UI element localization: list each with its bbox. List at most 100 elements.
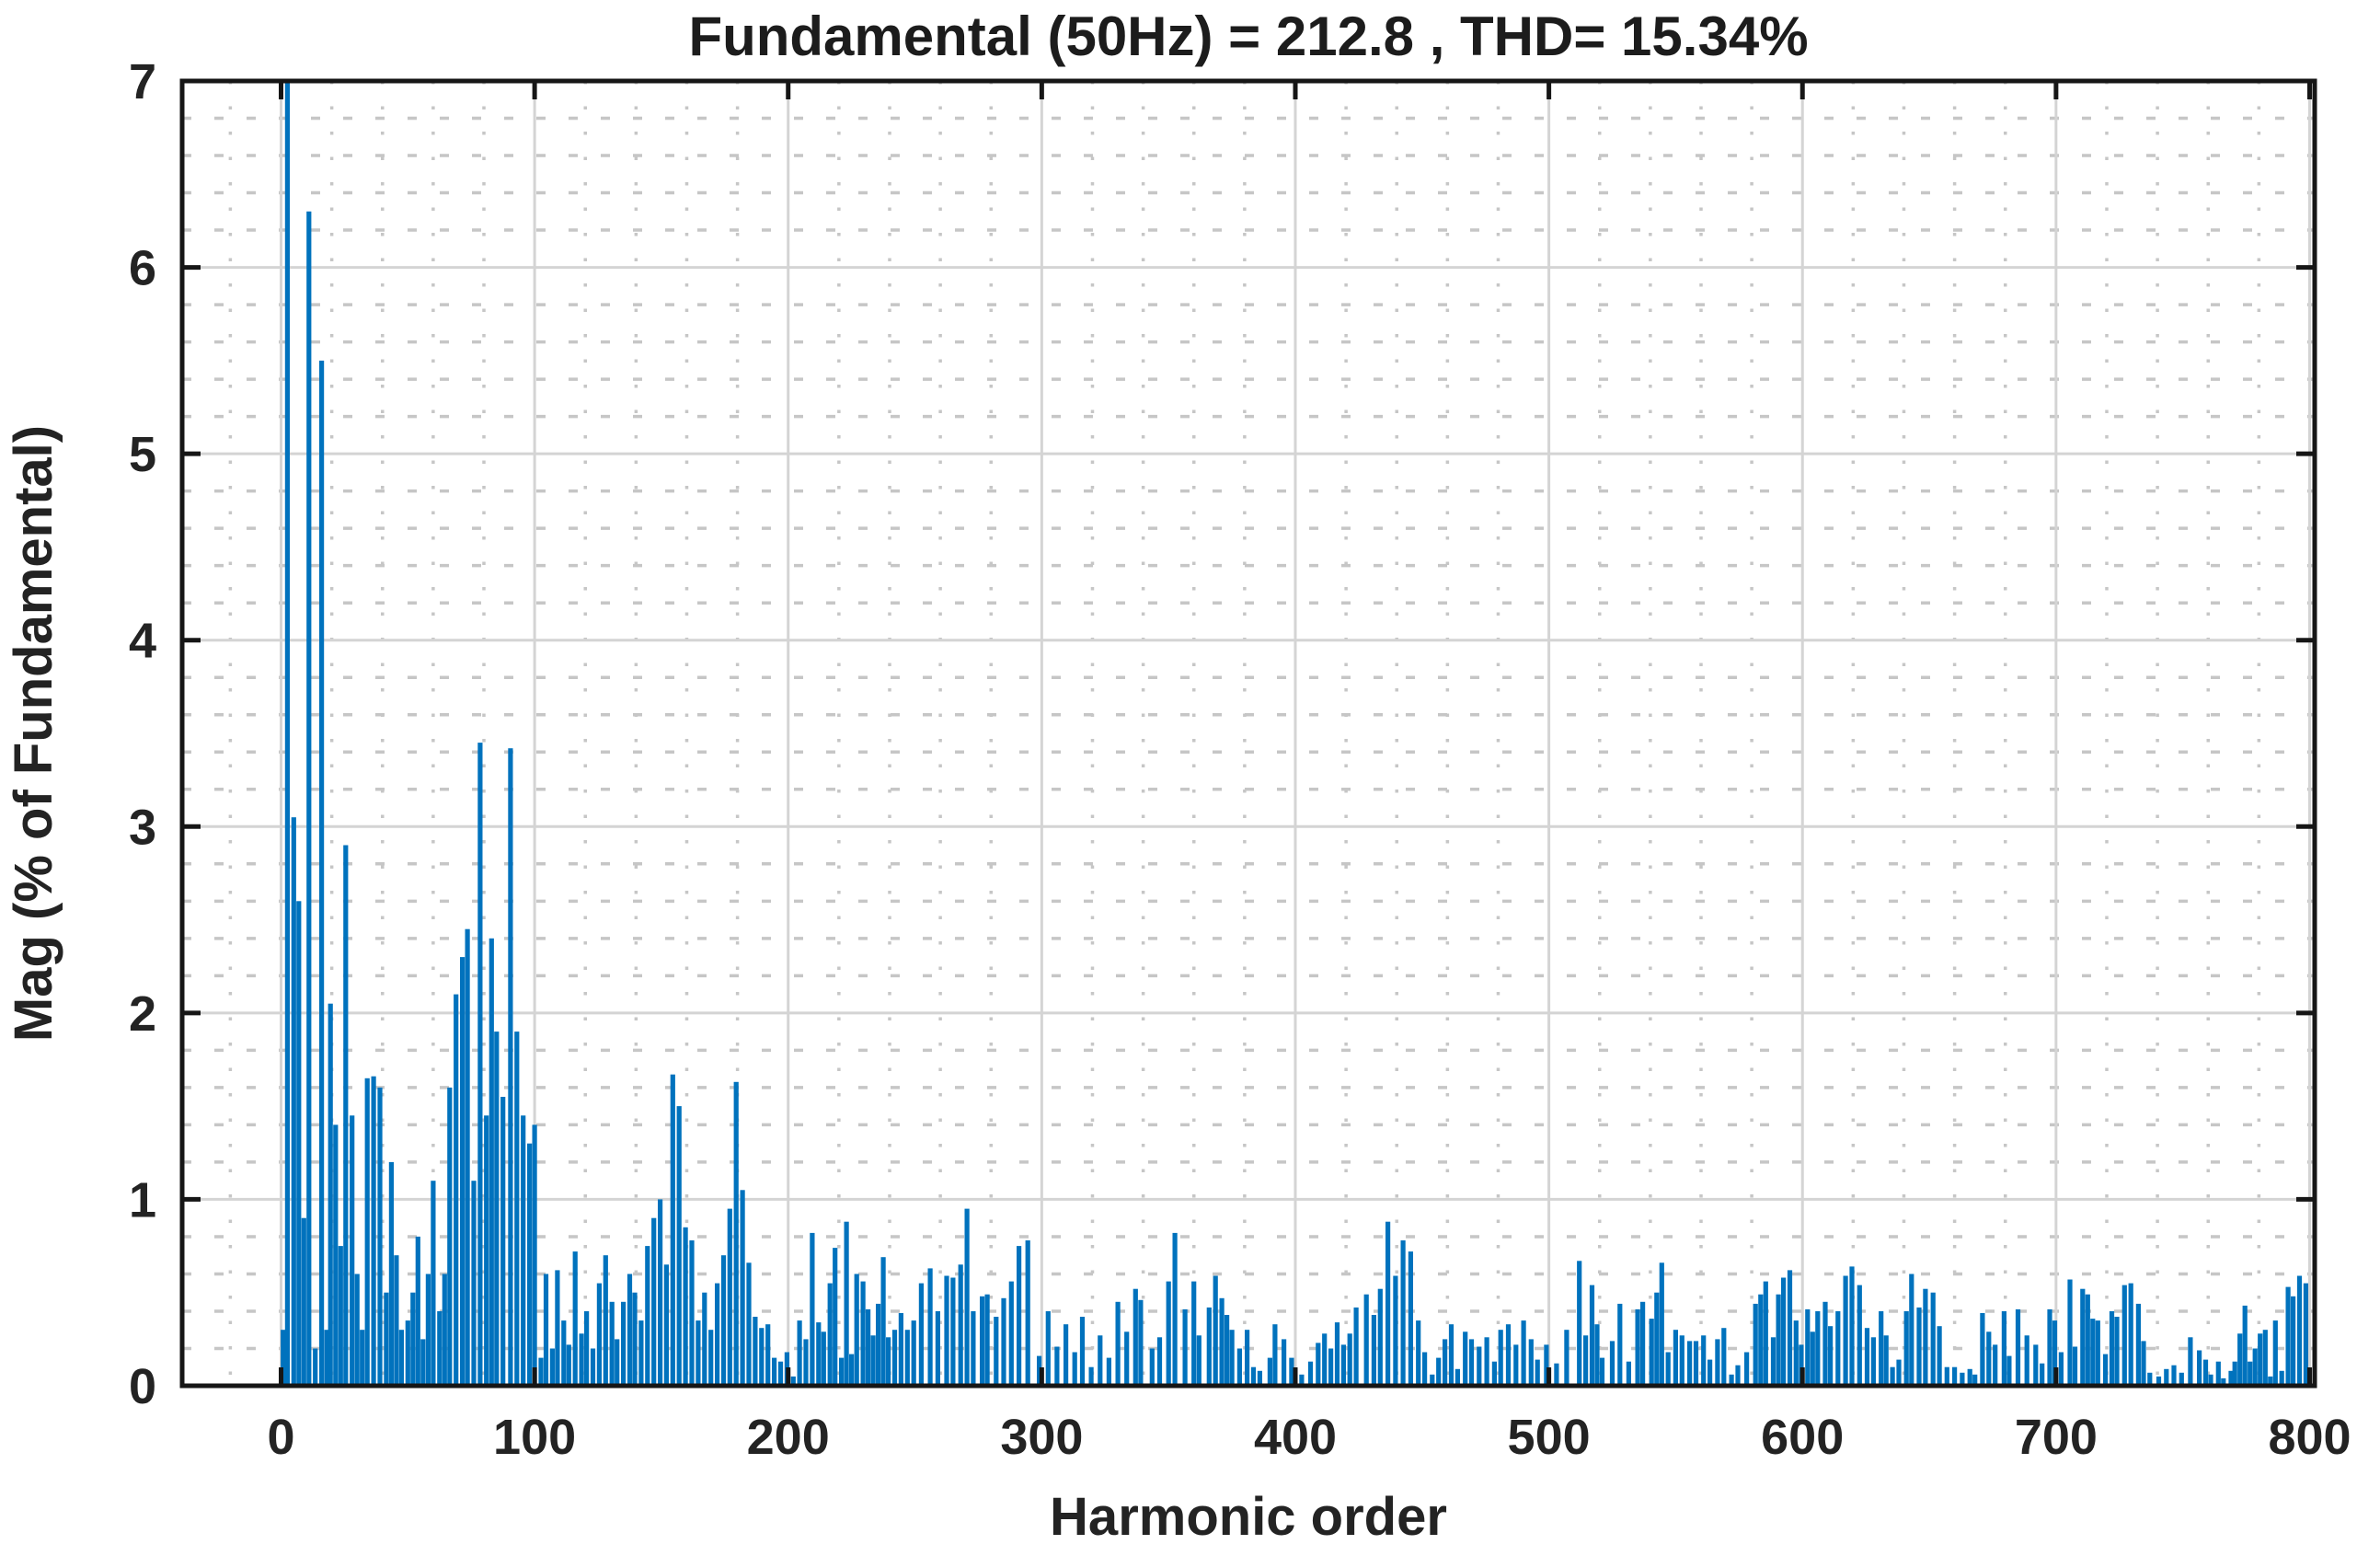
- harmonic-bar: [2058, 1352, 2064, 1386]
- harmonic-bar: [377, 1087, 383, 1386]
- harmonic-bar: [415, 1236, 420, 1386]
- harmonic-bar: [984, 1294, 990, 1386]
- harmonic-bar: [2202, 1359, 2209, 1386]
- harmonic-bar: [971, 1311, 976, 1386]
- harmonic-bar: [508, 748, 513, 1386]
- harmonic-bar: [1299, 1374, 1305, 1386]
- harmonic-bar: [1701, 1335, 1707, 1386]
- harmonic-bar: [1430, 1374, 1435, 1386]
- harmonic-bar: [632, 1292, 638, 1386]
- harmonic-bar: [1408, 1251, 1413, 1386]
- harmonic-bar: [1484, 1337, 1489, 1386]
- harmonic-bar: [354, 1274, 360, 1386]
- harmonic-bar: [609, 1301, 615, 1386]
- harmonic-bar: [651, 1217, 657, 1386]
- harmonic-bar: [720, 1255, 727, 1386]
- harmonic-bar: [980, 1296, 985, 1386]
- harmonic-bar: [1436, 1357, 1442, 1386]
- harmonic-bar: [1810, 1331, 1815, 1386]
- harmonic-bar: [1257, 1370, 1262, 1386]
- harmonic-bar: [2072, 1346, 2078, 1386]
- harmonic-bar: [2006, 1355, 2012, 1386]
- harmonic-bar: [765, 1324, 771, 1386]
- harmonic-bar: [2268, 1376, 2273, 1386]
- harmonic-bar: [1468, 1339, 1475, 1386]
- harmonic-bar: [2052, 1320, 2058, 1386]
- harmonic-bar: [338, 1246, 343, 1386]
- harmonic-bar: [821, 1331, 826, 1386]
- harmonic-bar: [1944, 1366, 1949, 1386]
- harmonic-bar: [394, 1255, 399, 1386]
- harmonic-bar: [2114, 1317, 2120, 1386]
- harmonic-bar: [1805, 1308, 1811, 1386]
- harmonic-bar: [911, 1320, 916, 1386]
- harmonic-bar: [1363, 1294, 1369, 1386]
- harmonic-bar: [1017, 1246, 1022, 1386]
- harmonic-bar: [2188, 1337, 2193, 1386]
- harmonic-bar: [1843, 1275, 1848, 1386]
- y-axis-tick-labels: 0 1 2 3 4 5 6 7: [129, 54, 156, 1414]
- harmonic-bar: [1707, 1359, 1713, 1386]
- harmonic-bar: [494, 1032, 500, 1386]
- harmonic-bar: [388, 1161, 394, 1386]
- harmonic-bar: [1236, 1348, 1242, 1386]
- harmonic-bar: [1535, 1359, 1540, 1386]
- harmonic-bar: [1679, 1335, 1684, 1386]
- harmonic-bar: [1054, 1346, 1060, 1386]
- harmonic-bar: [833, 1248, 838, 1386]
- harmonic-bar: [371, 1076, 376, 1386]
- harmonic-bar: [343, 845, 349, 1386]
- harmonic-bar: [1064, 1324, 1069, 1386]
- harmonic-bar: [1498, 1330, 1503, 1386]
- axes-box: [179, 78, 2317, 1389]
- harmonic-bar: [555, 1270, 560, 1386]
- tick-marks: [182, 78, 2315, 1389]
- harmonic-bar: [854, 1274, 859, 1386]
- harmonic-bar: [514, 1032, 520, 1386]
- harmonic-bar: [860, 1281, 866, 1386]
- harmonic-bar: [1149, 1348, 1155, 1386]
- harmonic-bar: [1993, 1344, 1998, 1386]
- harmonic-bar: [621, 1301, 627, 1386]
- harmonic-bar: [1770, 1337, 1776, 1386]
- harmonic-bar: [2090, 1319, 2096, 1386]
- harmonic-bar: [1617, 1303, 1623, 1386]
- harmonic-bar: [1124, 1331, 1130, 1386]
- harmonic-bar: [994, 1317, 999, 1386]
- harmonic-bar: [1799, 1344, 1804, 1386]
- harmonic-bar: [333, 1124, 339, 1386]
- harmonic-bar: [790, 1376, 796, 1386]
- harmonic-bar: [561, 1320, 567, 1386]
- harmonic-bar: [2279, 1370, 2284, 1386]
- harmonic-bar: [2080, 1288, 2086, 1386]
- harmonic-bar: [880, 1257, 886, 1386]
- harmonic-bar: [420, 1339, 426, 1386]
- harmonic-bar: [603, 1255, 608, 1386]
- harmonic-bar: [1776, 1294, 1781, 1386]
- harmonic-bar: [1972, 1374, 1978, 1386]
- x-tick-label: 400: [1254, 1410, 1337, 1465]
- harmonic-bar: [405, 1320, 410, 1386]
- harmonic-bar: [759, 1328, 765, 1386]
- harmonic-bar: [1463, 1331, 1468, 1386]
- harmonic-bar: [527, 1143, 533, 1386]
- harmonic-bar: [1316, 1343, 1321, 1386]
- harmonic-bar: [306, 211, 312, 1386]
- harmonic-bar: [927, 1268, 933, 1386]
- harmonic-bar: [2103, 1354, 2109, 1386]
- harmonic-bar: [1088, 1366, 1094, 1386]
- harmonic-bar: [2085, 1294, 2090, 1386]
- harmonic-bar: [319, 360, 325, 1386]
- harmonic-bar: [746, 1262, 752, 1386]
- harmonic-bar: [1903, 1311, 1909, 1386]
- harmonic-bar: [2197, 1350, 2202, 1386]
- harmonic-bar: [1896, 1359, 1902, 1386]
- harmonic-bar: [1196, 1335, 1201, 1386]
- x-tick-label: 0: [267, 1410, 294, 1465]
- harmonic-bar: [398, 1330, 404, 1386]
- x-tick-label: 200: [747, 1410, 830, 1465]
- harmonic-bar: [1635, 1308, 1640, 1386]
- harmonic-bar: [2001, 1311, 2006, 1386]
- harmonic-bar: [1916, 1307, 1922, 1386]
